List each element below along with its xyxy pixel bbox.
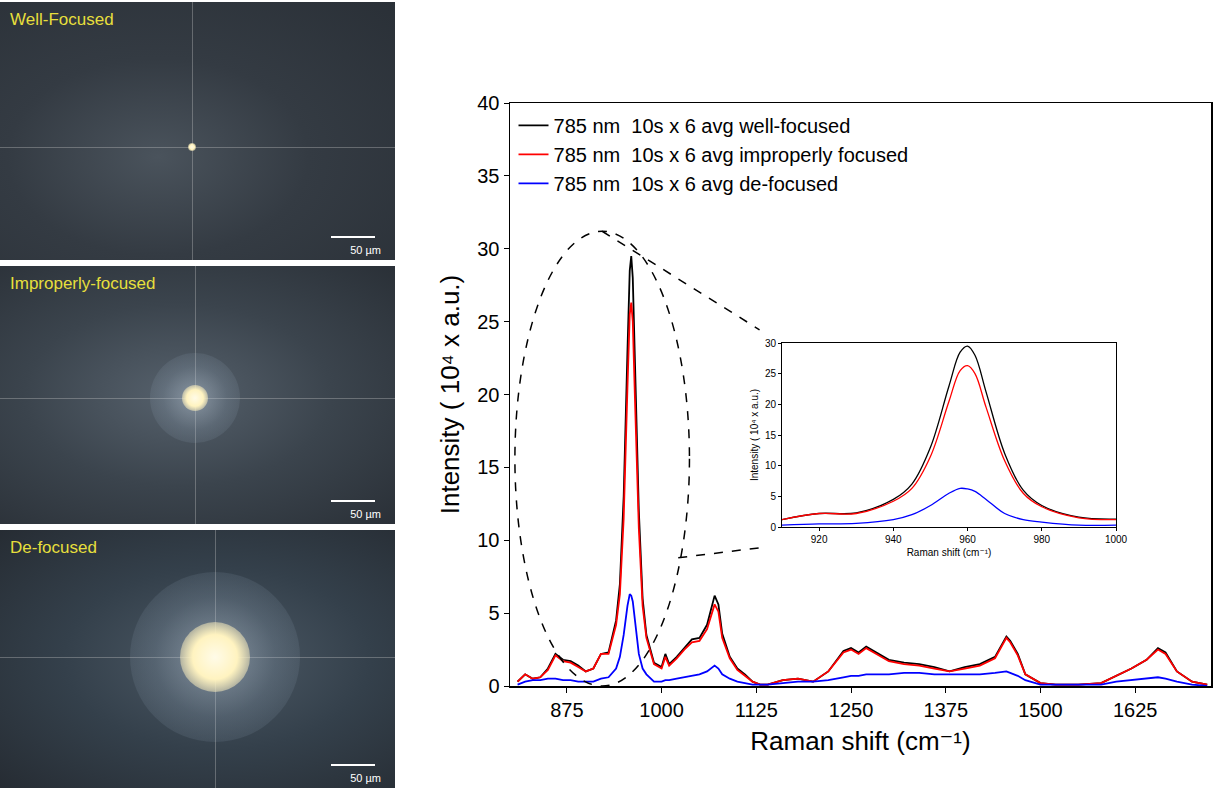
html-text:De-focused: De-focused bbox=[10, 538, 97, 557]
svg-text:30: 30 bbox=[765, 338, 777, 349]
html-text:50 µm: 50 µm bbox=[350, 508, 381, 520]
svg-text:10: 10 bbox=[477, 529, 499, 551]
svg-text:5: 5 bbox=[770, 491, 776, 502]
svg-text:1125: 1125 bbox=[735, 699, 778, 721]
svg-text:1625: 1625 bbox=[1113, 699, 1158, 721]
svg-text:20: 20 bbox=[477, 384, 499, 406]
html-text:50 µm: 50 µm bbox=[350, 772, 381, 784]
svg-text:1000: 1000 bbox=[639, 699, 684, 721]
svg-text:785 nm 10s x 6 avg de-focused: 785 nm 10s x 6 avg de-focused bbox=[554, 173, 839, 195]
svg-text:875: 875 bbox=[550, 699, 583, 721]
svg-text:920: 920 bbox=[811, 534, 828, 545]
svg-text:10: 10 bbox=[765, 460, 777, 471]
svg-text:Raman shift (cm⁻¹): Raman shift (cm⁻¹) bbox=[907, 547, 992, 558]
svg-text:980: 980 bbox=[1033, 534, 1050, 545]
svg-text:30: 30 bbox=[477, 238, 499, 260]
svg-text:20: 20 bbox=[765, 399, 777, 410]
svg-text:15: 15 bbox=[765, 430, 777, 441]
svg-text:25: 25 bbox=[477, 311, 499, 333]
svg-text:5: 5 bbox=[488, 602, 499, 624]
svg-text:40: 40 bbox=[477, 92, 499, 114]
svg-text:0: 0 bbox=[488, 675, 499, 697]
svg-text:1500: 1500 bbox=[1018, 699, 1063, 721]
svg-text:1000: 1000 bbox=[1105, 534, 1128, 545]
svg-text:1250: 1250 bbox=[829, 699, 874, 721]
svg-text:785 nm 10s x 6 avg well-focus: 785 nm 10s x 6 avg well-focused bbox=[554, 115, 851, 137]
svg-text:25: 25 bbox=[765, 368, 777, 379]
html-text:Well-Focused: Well-Focused bbox=[10, 10, 114, 29]
svg-text:15: 15 bbox=[477, 456, 499, 478]
svg-text:Intensity ( 10⁴ x a.u.): Intensity ( 10⁴ x a.u.) bbox=[435, 275, 465, 515]
svg-text:960: 960 bbox=[959, 534, 976, 545]
svg-text:Raman shift (cm⁻¹): Raman shift (cm⁻¹) bbox=[750, 726, 970, 756]
svg-text:1375: 1375 bbox=[924, 699, 969, 721]
html-text:50 µm: 50 µm bbox=[350, 244, 381, 256]
svg-text:940: 940 bbox=[885, 534, 902, 545]
svg-text:Intensity ( 10⁴ x a.u.): Intensity ( 10⁴ x a.u.) bbox=[749, 389, 760, 481]
svg-text:35: 35 bbox=[477, 165, 499, 187]
svg-text:785 nm 10s x 6 avg improperly: 785 nm 10s x 6 avg improperly focused bbox=[554, 144, 909, 166]
html-text:Improperly-focused: Improperly-focused bbox=[10, 274, 156, 293]
svg-text:0: 0 bbox=[770, 522, 776, 533]
